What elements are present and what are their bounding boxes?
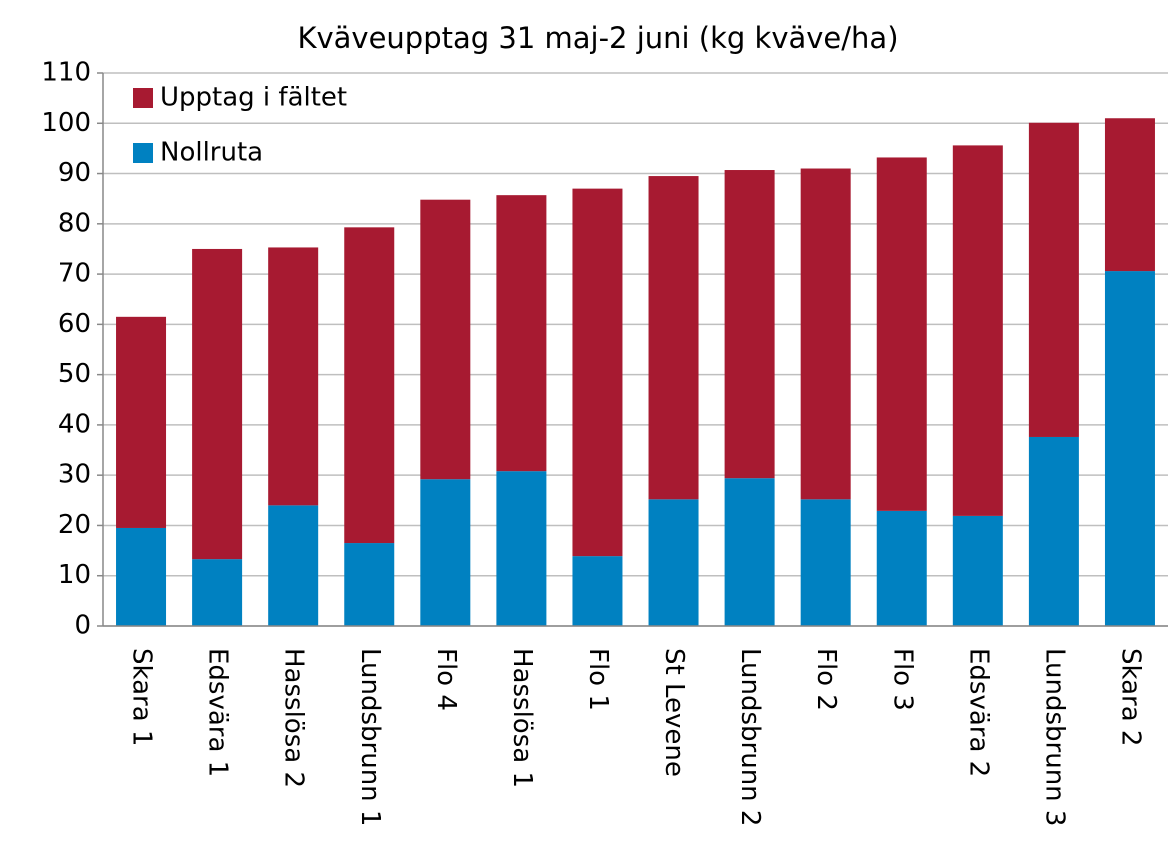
bar-segment <box>496 195 547 472</box>
legend-swatch <box>133 88 153 108</box>
y-tick-label: 30 <box>58 460 91 490</box>
bar-segment <box>572 556 623 626</box>
y-tick-label: 100 <box>41 108 91 138</box>
y-tick-label: 70 <box>58 259 91 289</box>
x-tick-label: Lundsbrunn 1 <box>355 648 385 826</box>
y-tick-label: 110 <box>41 58 91 88</box>
bar-segment <box>572 188 623 557</box>
bar-segment <box>420 479 471 626</box>
bar-segment <box>1104 271 1155 626</box>
x-tick-label: Edsvära 2 <box>963 648 993 777</box>
bar-segment <box>116 527 167 626</box>
bar-segment <box>876 157 927 511</box>
y-tick-label: 80 <box>58 208 91 238</box>
x-tick-label: Lundsbrunn 2 <box>735 648 765 826</box>
bar-segment <box>724 478 775 626</box>
bar-segment <box>192 248 243 560</box>
x-tick-label: Skara 1 <box>127 648 157 746</box>
bar-segment <box>952 515 1003 626</box>
x-tick-label: Hasslösa 2 <box>279 648 309 788</box>
bar-segment <box>648 499 699 626</box>
bar-segment <box>268 505 319 626</box>
bar-segment <box>116 316 167 528</box>
x-tick-label: Flo 2 <box>811 648 841 711</box>
x-tick-label: Hasslösa 1 <box>507 648 537 788</box>
legend-label: Upptag i fältet <box>160 83 347 113</box>
bar-segment <box>268 247 319 506</box>
legend-swatch <box>133 143 153 163</box>
bar-segment <box>1028 436 1079 626</box>
x-tick-label: Lundsbrunn 3 <box>1039 648 1069 826</box>
x-tick-label: Flo 4 <box>431 648 461 711</box>
y-tick-label: 90 <box>58 158 91 188</box>
x-tick-label: Skara 2 <box>1115 648 1145 746</box>
y-tick-label: 50 <box>58 359 91 389</box>
bar-segment <box>420 199 471 480</box>
y-tick-label: 40 <box>58 409 91 439</box>
bar-segment <box>800 168 851 500</box>
bar-segment <box>876 510 927 626</box>
x-tick-label: Edsvära 1 <box>203 648 233 777</box>
bar-segment <box>1028 122 1079 437</box>
bar-segment <box>800 499 851 626</box>
bar-segment <box>1104 118 1155 272</box>
y-tick-label: 20 <box>58 510 91 540</box>
y-tick-label: 0 <box>74 611 91 641</box>
chart-title: Kväveupptag 31 maj-2 juni (kg kväve/ha) <box>297 21 898 55</box>
bar-segment <box>952 145 1003 516</box>
bar-segment <box>724 170 775 479</box>
y-tick-label: 10 <box>58 560 91 590</box>
legend-label: Nollruta <box>160 138 263 168</box>
bar-segment <box>648 176 699 500</box>
bar-segment <box>344 227 395 544</box>
y-tick-label: 60 <box>58 309 91 339</box>
x-tick-label: Flo 1 <box>583 648 613 711</box>
bar-segment <box>344 543 395 626</box>
x-tick-label: St Levene <box>659 648 689 777</box>
bar-segment <box>192 559 243 626</box>
x-tick-label: Flo 3 <box>887 648 917 711</box>
bar-segment <box>496 471 547 626</box>
